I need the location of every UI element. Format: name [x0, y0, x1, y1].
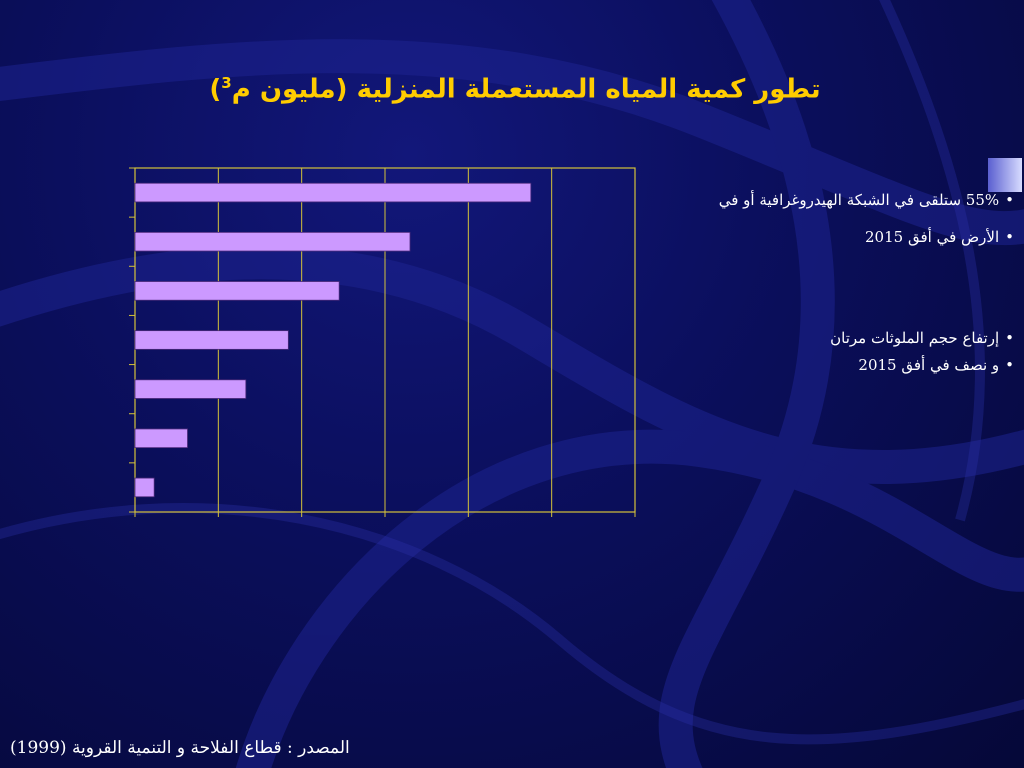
- bar: [134, 231, 411, 252]
- bar: [134, 379, 247, 399]
- bar: [134, 477, 155, 498]
- source-note: المصدر : قطاع الفلاحة و التنمية القروية …: [10, 738, 350, 758]
- slide-title: تطور كمية المياه المستعملة المنزلية (ملي…: [120, 74, 910, 105]
- bullet-item: • 55% ستلقى في الشبكة الهيدروغرافية أو في: [654, 190, 1014, 211]
- bullet-item: • إرتفاع حجم الملوثات مرتان: [654, 328, 1014, 349]
- bullet-mark: •: [1005, 228, 1014, 246]
- bullet-text: 55% ستلقى في الشبكة الهيدروغرافية أو في: [718, 191, 1000, 209]
- bullet-mark: •: [1005, 191, 1014, 209]
- title-superscript: 3: [221, 74, 232, 92]
- bar: [134, 428, 188, 449]
- bullet-item: • الأرض في أفق 2015: [654, 227, 1014, 248]
- bullet-text: و نصف في أفق 2015: [858, 356, 1000, 374]
- bullet-list: • 55% ستلقى في الشبكة الهيدروغرافية أو في…: [654, 190, 1014, 392]
- bar: [134, 281, 340, 301]
- bar-chart: [129, 167, 636, 517]
- bullet-mark: •: [1005, 329, 1014, 347]
- bullet-text: إرتفاع حجم الملوثات مرتان: [830, 329, 1000, 347]
- bullet-mark: •: [1005, 356, 1014, 374]
- bar: [134, 182, 532, 203]
- bullet-text: الأرض في أفق 2015: [865, 228, 1000, 246]
- decorative-tab: [988, 158, 1022, 192]
- title-text: تطور كمية المياه المستعملة المنزلية (ملي…: [231, 74, 821, 105]
- title-close: ): [209, 74, 222, 105]
- bullet-item: • و نصف في أفق 2015: [654, 355, 1014, 376]
- bar: [134, 330, 289, 350]
